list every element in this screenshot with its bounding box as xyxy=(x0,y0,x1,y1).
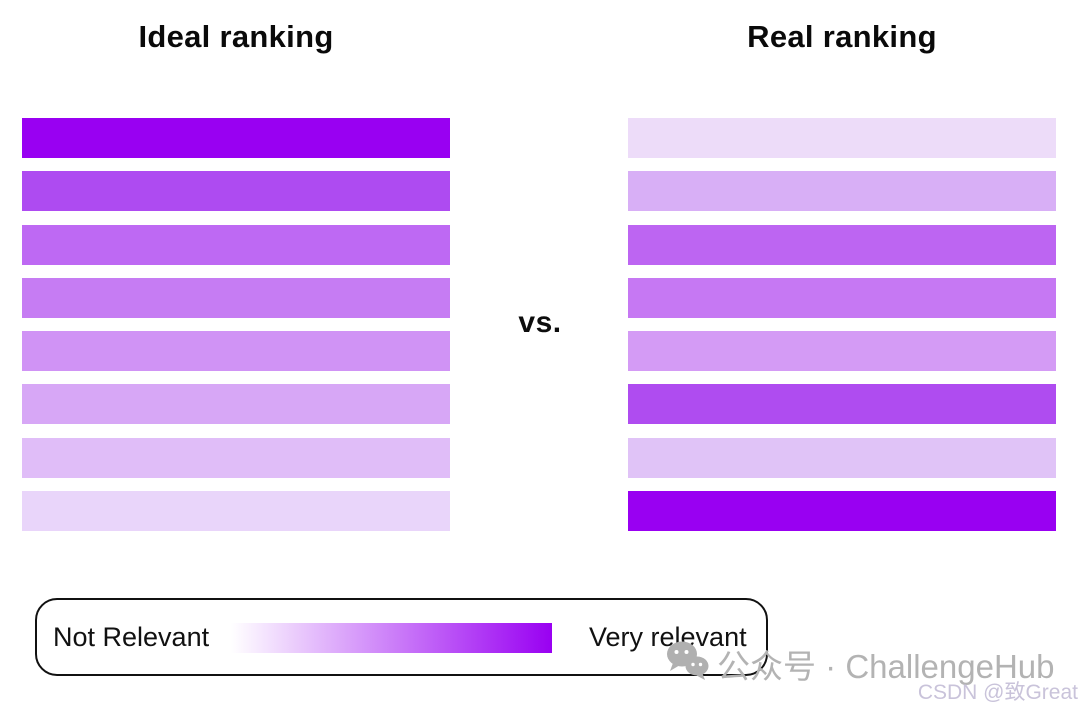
relevance-legend: Not Relevant Very relevant xyxy=(35,598,768,676)
ranking-bar xyxy=(22,491,450,532)
ranking-bar xyxy=(628,277,1056,318)
ranking-bar xyxy=(628,331,1056,372)
wechat-icon xyxy=(666,640,710,688)
real-ranking-title: Real ranking xyxy=(747,19,937,54)
ranking-bar xyxy=(22,224,450,265)
legend-very-relevant-label: Very relevant xyxy=(589,621,747,652)
legend-gradient-bar xyxy=(231,622,552,653)
ranking-bar xyxy=(22,437,450,478)
ranking-bar xyxy=(628,118,1056,158)
ranking-bar xyxy=(628,491,1056,532)
ranking-bar xyxy=(22,277,450,318)
ranking-bar xyxy=(22,331,450,372)
ideal-ranking-title: Ideal ranking xyxy=(138,19,334,54)
ranking-bar xyxy=(22,384,450,425)
wechat-watermark-text: 公众号 · ChallengeHub xyxy=(717,648,1055,685)
ranking-bar xyxy=(22,118,450,158)
ideal-ranking-bars xyxy=(22,118,450,532)
ranking-bar xyxy=(628,384,1056,425)
ranking-bar xyxy=(628,224,1056,265)
ranking-bar xyxy=(628,437,1056,478)
vs-label: vs. xyxy=(518,306,562,339)
legend-not-relevant-label: Not Relevant xyxy=(53,621,210,652)
ranking-bar xyxy=(22,171,450,212)
csdn-watermark-text: CSDN @致Great xyxy=(917,681,1078,704)
wechat-watermark: 公众号 · ChallengeHub xyxy=(666,640,1054,688)
ranking-bar xyxy=(628,171,1056,212)
real-ranking-bars xyxy=(628,118,1056,532)
